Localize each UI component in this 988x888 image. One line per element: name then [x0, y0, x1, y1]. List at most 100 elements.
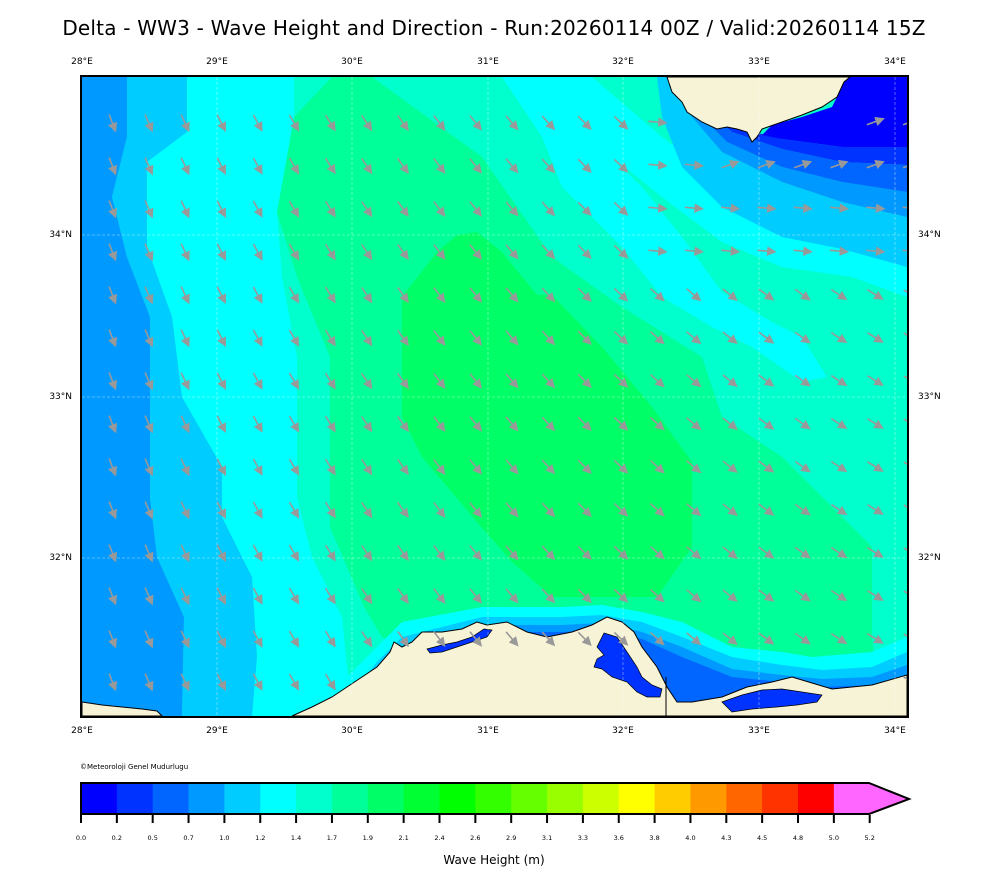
direction-arrow-icon	[650, 546, 665, 560]
direction-arrow-icon	[397, 459, 409, 476]
contour-band-0.5-cyprus	[677, 77, 907, 192]
direction-arrow-icon	[830, 374, 848, 387]
contour-band-1.2-channel	[502, 77, 827, 382]
direction-arrow-icon	[830, 417, 848, 430]
direction-arrow-icon	[361, 372, 373, 390]
direction-arrow-icon	[866, 203, 886, 213]
direction-arrow-icon	[541, 631, 556, 647]
lat-label-left: 32°N	[49, 553, 72, 563]
direction-arrow-icon	[361, 544, 373, 562]
direction-arrow-icon	[721, 203, 741, 213]
direction-arrow-icon	[144, 544, 154, 563]
lat-label-right: 33°N	[918, 392, 941, 402]
direction-arrow-icon	[505, 201, 519, 217]
direction-arrow-icon	[648, 117, 668, 127]
direction-arrow-icon	[252, 544, 263, 562]
colorbar-cell	[654, 783, 691, 814]
direction-arrow-icon	[613, 115, 629, 130]
direction-arrow-icon	[324, 329, 336, 347]
direction-arrow-icon	[613, 201, 629, 216]
direction-arrow-icon	[108, 329, 118, 348]
direction-arrow-icon	[324, 630, 336, 648]
direction-arrow-icon	[794, 331, 811, 344]
direction-arrow-icon	[722, 417, 738, 431]
direction-arrow-icon	[830, 632, 848, 645]
direction-arrow-icon	[469, 588, 483, 604]
direction-arrow-icon	[830, 288, 848, 301]
direction-arrow-icon	[686, 632, 702, 646]
colorbar-tick-label: 2.4	[434, 834, 445, 842]
direction-arrow-icon	[324, 114, 336, 132]
direction-arrow-icon	[577, 631, 592, 646]
direction-arrow-icon	[108, 458, 118, 477]
direction-arrow-icon	[903, 289, 907, 293]
colorbar-cell	[475, 783, 512, 814]
direction-arrow-icon	[433, 459, 446, 475]
direction-arrow-icon	[505, 545, 519, 561]
direction-arrow-icon	[216, 372, 226, 390]
direction-arrow-icon	[469, 158, 483, 174]
direction-arrow-icon	[433, 115, 446, 131]
direction-arrow-icon	[144, 458, 154, 477]
page-title: Delta - WW3 - Wave Height and Direction …	[62, 16, 926, 40]
direction-arrow-icon	[794, 632, 811, 645]
direction-arrow-icon	[397, 502, 409, 519]
colorbar	[80, 782, 912, 823]
direction-arrow-icon	[288, 157, 300, 175]
direction-arrow-icon	[793, 159, 813, 169]
contour-band-1.9-core	[402, 232, 692, 597]
direction-arrow-icon	[758, 460, 775, 473]
direction-arrow-icon	[108, 200, 118, 219]
direction-arrow-icon	[216, 286, 226, 304]
direction-arrow-icon	[794, 460, 811, 473]
wave-height-map[interactable]	[80, 75, 909, 718]
colorbar-tick-label: 3.1	[541, 834, 553, 842]
direction-arrow-icon	[324, 458, 336, 476]
direction-arrow-icon	[722, 460, 738, 474]
direction-arrow-icon	[758, 503, 775, 516]
colorbar-cell	[798, 783, 835, 814]
direction-arrow-icon	[902, 122, 907, 126]
direction-arrow-icon	[469, 459, 483, 475]
lon-label-top: 32°E	[612, 57, 634, 67]
colorbar-tick-label: 4.8	[792, 834, 804, 842]
contour-band-0.7-cyprus	[672, 77, 907, 217]
direction-arrow-icon	[902, 165, 907, 169]
direction-arrow-icon	[108, 286, 118, 305]
direction-arrow-icon	[541, 502, 556, 518]
direction-arrow-icon	[433, 545, 446, 561]
direction-arrow-icon	[252, 200, 263, 218]
direction-arrow-icon	[288, 501, 300, 519]
direction-arrow-icon	[397, 631, 409, 648]
colorbar-cell	[690, 783, 727, 814]
direction-arrow-icon	[433, 416, 446, 432]
direction-arrow-icon	[505, 502, 519, 518]
direction-arrow-icon	[903, 633, 907, 637]
direction-arrow-icon	[433, 158, 446, 174]
colorbar-cell	[762, 783, 799, 814]
direction-arrow-icon	[180, 200, 190, 219]
direction-arrow-icon	[180, 243, 190, 262]
direction-arrow-icon	[397, 158, 409, 175]
colorbar-tick-label: 0.2	[111, 834, 123, 842]
direction-arrow-icon	[288, 630, 300, 648]
direction-arrow-icon	[505, 588, 519, 604]
direction-arrow-icon	[216, 329, 226, 347]
direction-arrow-icon	[577, 287, 592, 302]
colorbar-tick-label: 4.0	[685, 834, 696, 842]
colorbar-tick-label: 0.5	[147, 834, 158, 842]
direction-arrow-icon	[288, 200, 300, 218]
colorbar-ticks	[80, 815, 871, 823]
direction-arrow-icon	[469, 631, 483, 647]
direction-arrow-icon	[216, 157, 226, 175]
lat-label-right: 34°N	[918, 230, 941, 240]
direction-arrow-icon	[288, 544, 300, 562]
direction-arrow-icon	[505, 631, 519, 647]
direction-arrow-icon	[361, 243, 373, 261]
egypt-land	[82, 701, 163, 716]
direction-arrow-icon	[650, 374, 665, 388]
colorbar-cell	[439, 783, 476, 814]
direction-arrow-icon	[903, 332, 907, 336]
direction-arrow-icon	[144, 673, 154, 692]
direction-arrow-icon	[722, 374, 738, 388]
